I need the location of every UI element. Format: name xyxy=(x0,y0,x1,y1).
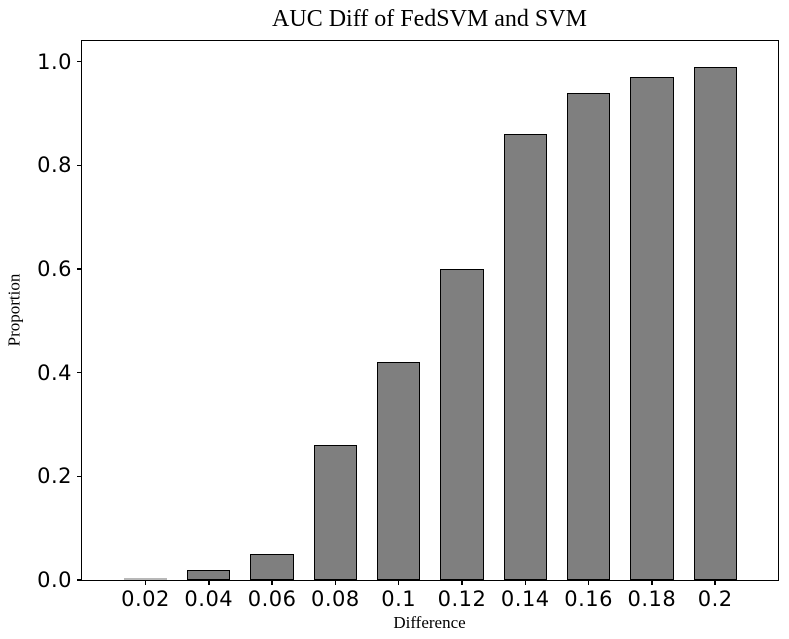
x-tick xyxy=(334,580,337,585)
x-tick-label: 0.18 xyxy=(627,587,677,611)
x-axis-label: Difference xyxy=(393,613,466,632)
bar xyxy=(313,445,358,580)
bar xyxy=(630,77,674,580)
bar xyxy=(440,269,484,580)
x-tick-label: 0.1 xyxy=(381,587,417,611)
x-tick xyxy=(714,580,716,585)
plot-area: 0.02 0.04 0.06 0.08 0.1 0.12 0.14 0.16 0.18 0.2 0.… xyxy=(37,40,779,611)
x-tick-label: 0.12 xyxy=(437,587,487,611)
bar xyxy=(187,569,231,580)
y-tick-label: 0.4 xyxy=(37,360,72,385)
x-tick xyxy=(208,580,210,585)
x-tick xyxy=(397,580,400,585)
x-tick xyxy=(524,580,527,585)
y-tick xyxy=(77,60,82,63)
bar xyxy=(377,362,421,580)
x-tick-label: 0.04 xyxy=(184,587,234,611)
y-tick-label: 0.6 xyxy=(37,257,72,282)
y-tick xyxy=(77,268,82,270)
y-tick xyxy=(77,579,82,581)
y-axis-label: Proportion xyxy=(0,40,28,579)
bar xyxy=(566,92,611,580)
x-tick xyxy=(271,580,273,585)
y-tick-label: 0.2 xyxy=(37,464,72,489)
x-tick xyxy=(651,580,653,585)
x-tick xyxy=(461,580,463,585)
x-tick-label: 0.02 xyxy=(121,587,170,611)
bar xyxy=(123,578,168,580)
x-tick xyxy=(587,580,590,585)
y-tick xyxy=(77,371,82,374)
y-tick xyxy=(77,475,82,478)
y-tick-label: 0.0 xyxy=(37,568,72,592)
x-tick-label: 0.08 xyxy=(311,587,360,611)
x-tick-label: 0.14 xyxy=(500,587,550,611)
x-tick-label: 0.2 xyxy=(697,587,733,611)
y-tick-label: 0.8 xyxy=(37,153,72,178)
bar xyxy=(250,554,294,580)
x-tick xyxy=(144,580,147,585)
bar xyxy=(693,66,737,580)
x-tick-label: 0.06 xyxy=(247,587,297,611)
x-tick-label: 0.16 xyxy=(564,587,613,611)
y-tick xyxy=(77,164,82,167)
bar xyxy=(503,134,547,580)
y-tick-label: 1.0 xyxy=(37,49,72,74)
chart-title: AUC Diff of FedSVM and SVM xyxy=(272,6,587,32)
y-axis-label-text: Proportion xyxy=(4,273,24,346)
